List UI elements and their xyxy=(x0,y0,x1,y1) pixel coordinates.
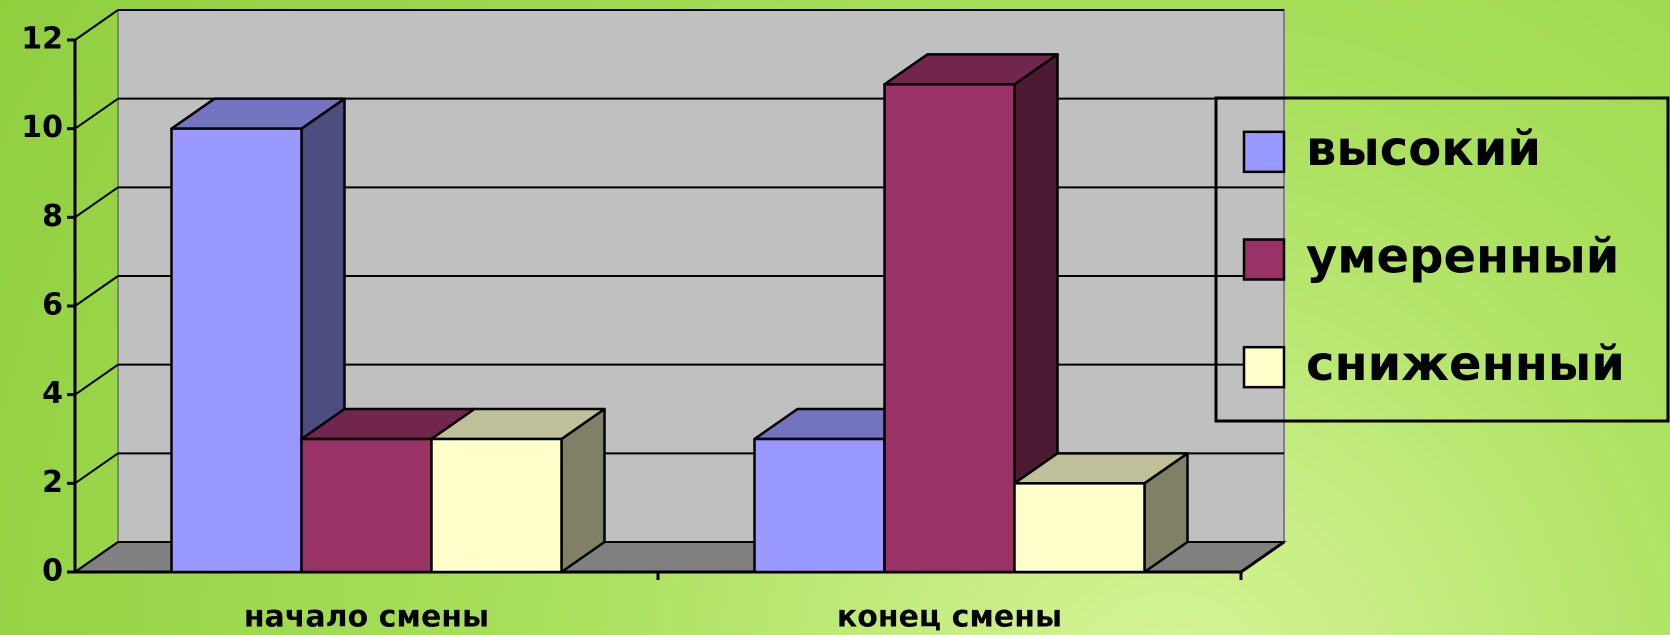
grid-line xyxy=(74,275,119,307)
legend-swatch xyxy=(1242,130,1286,174)
legend-label: умеренный xyxy=(1306,229,1619,285)
y-tick-label: 0 xyxy=(42,554,63,589)
bar xyxy=(883,83,1016,574)
bar xyxy=(753,437,886,574)
bar xyxy=(430,437,563,574)
grid-line xyxy=(74,541,119,573)
grid-line xyxy=(74,186,119,219)
y-tick-label: 10 xyxy=(21,110,63,145)
bar xyxy=(170,127,303,574)
y-tick-label: 8 xyxy=(42,199,63,234)
bar xyxy=(300,437,433,574)
legend xyxy=(1214,96,1670,423)
legend-swatch xyxy=(1242,345,1286,389)
grid-line xyxy=(74,97,119,130)
y-tick-label: 4 xyxy=(42,376,63,411)
x-tick-label: конец смены xyxy=(837,600,1062,635)
grid-line xyxy=(74,363,119,396)
legend-label: высокий xyxy=(1306,121,1541,177)
y-tick-label: 12 xyxy=(21,22,63,57)
legend-label: сниженный xyxy=(1306,336,1625,392)
bar xyxy=(1013,482,1146,574)
floor-edge xyxy=(1240,540,1285,574)
legend-swatch xyxy=(1242,238,1286,281)
y-tick-label: 2 xyxy=(42,465,63,500)
grid-line xyxy=(74,9,119,41)
grid-line xyxy=(74,452,119,485)
y-tick-label: 6 xyxy=(42,288,63,323)
x-tick-label: начало смены xyxy=(244,600,489,635)
